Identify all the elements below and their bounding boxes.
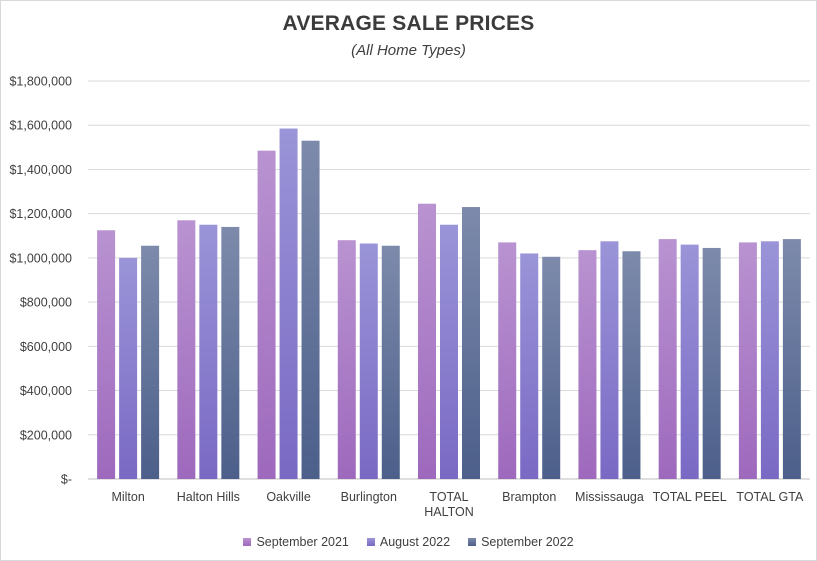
bar	[337, 240, 356, 479]
bar	[462, 207, 480, 480]
bar	[600, 241, 619, 479]
bar	[119, 257, 138, 479]
bar	[738, 242, 757, 479]
bar	[359, 243, 378, 479]
bar	[542, 256, 561, 479]
bar	[658, 239, 677, 479]
y-tick-label: $1,200,000	[9, 207, 72, 221]
y-tick-label: $400,000	[20, 384, 72, 398]
chart-subtitle: (All Home Types)	[351, 42, 466, 59]
chart-title: AVERAGE SALE PRICES	[282, 12, 535, 35]
bar	[279, 128, 298, 480]
legend-swatch	[468, 538, 477, 546]
x-tick-label: TOTAL GTA	[736, 490, 804, 504]
y-axis: $- $200,000 $400,000 $600,000 $800,000 $1,000…	[9, 75, 72, 487]
bars	[97, 128, 801, 480]
x-tick-label: Burlington	[341, 490, 397, 504]
bar	[177, 220, 196, 480]
x-axis: Milton Halton Hills Oakville Burlington TOTA…	[111, 490, 804, 519]
bar	[760, 241, 779, 479]
bar	[498, 242, 517, 479]
x-tick-label: Halton Hills	[177, 490, 240, 504]
bar	[702, 247, 721, 479]
bar	[257, 150, 276, 479]
y-tick-label: $1,600,000	[9, 119, 72, 133]
x-tick-label: Mississauga	[575, 490, 644, 504]
bar	[440, 224, 458, 479]
bar	[520, 253, 539, 479]
y-tick-label: $200,000	[20, 428, 72, 442]
bar	[141, 245, 160, 479]
legend-item: September 2022	[468, 535, 574, 549]
bar	[782, 239, 801, 479]
y-tick-label: $-	[61, 473, 72, 487]
legend-label: September 2022	[481, 535, 574, 549]
x-tick-label: Milton	[111, 490, 144, 504]
legend-label: August 2022	[379, 535, 451, 549]
bar	[622, 251, 641, 479]
y-tick-label: $800,000	[20, 296, 72, 310]
x-tick-label: Oakville	[266, 490, 311, 504]
x-tick-label: TOTAL HALTON	[424, 490, 474, 519]
y-tick-label: $1,400,000	[9, 163, 72, 177]
bar	[199, 224, 218, 479]
legend-item: September 2021	[243, 535, 349, 549]
legend-swatch	[243, 538, 252, 546]
legend: September 2021 August 2022 September 2022	[0, 535, 817, 549]
legend-swatch	[366, 538, 375, 546]
x-tick-label: Brampton	[502, 490, 556, 504]
y-tick-label: $1,800,000	[9, 75, 72, 89]
bar	[578, 250, 597, 479]
bar	[221, 226, 240, 479]
bar	[381, 245, 400, 479]
bar	[418, 203, 436, 479]
legend-item: August 2022	[366, 535, 451, 549]
x-tick-label: TOTAL PEEL	[653, 490, 727, 504]
bar	[680, 244, 699, 479]
legend-label: September 2021	[256, 535, 349, 549]
y-tick-label: $1,000,000	[9, 251, 72, 265]
y-tick-label: $600,000	[20, 340, 72, 354]
bar	[97, 230, 116, 479]
bar	[301, 140, 320, 479]
